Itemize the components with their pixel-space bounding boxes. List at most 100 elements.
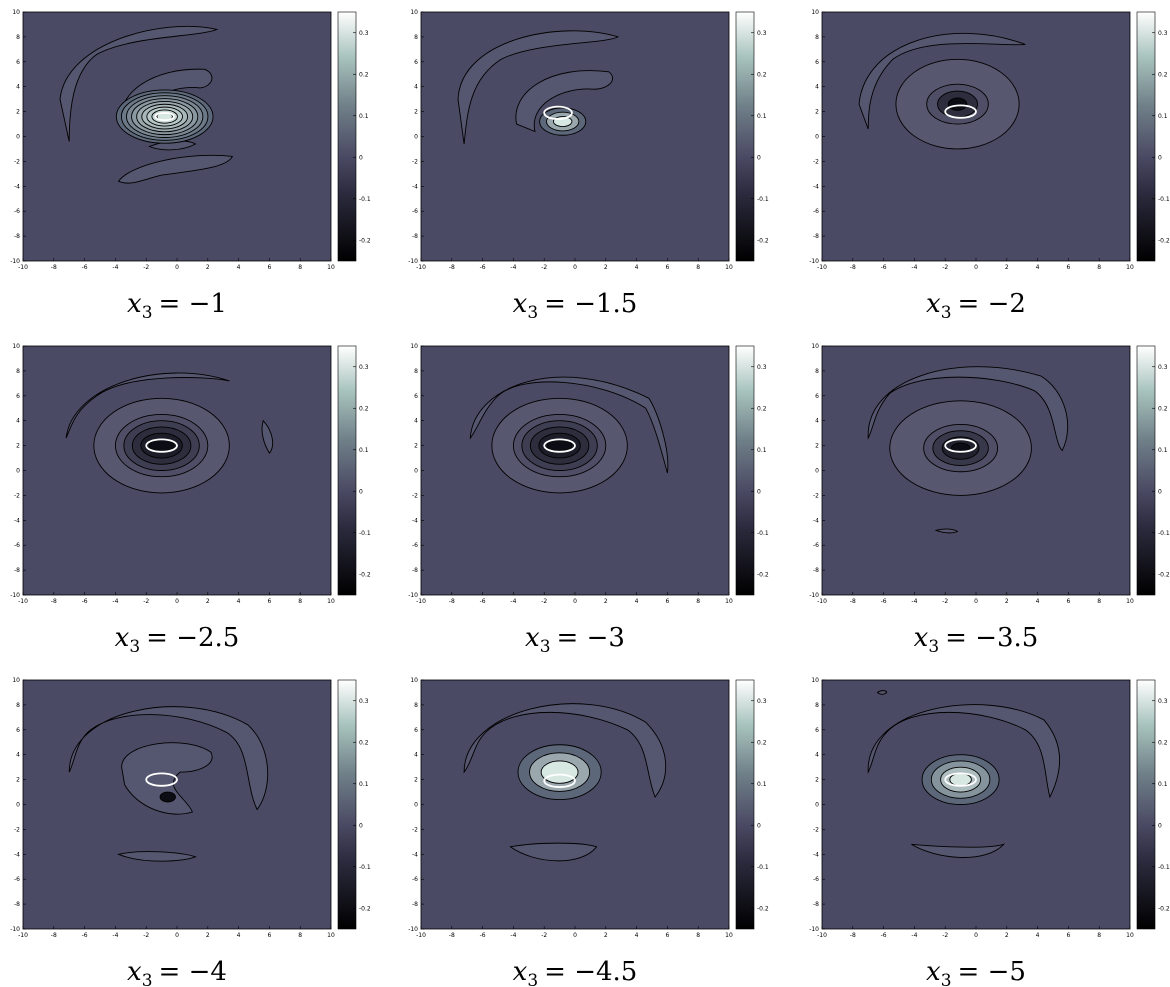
colorbar-tick-label: 0.2 [757,405,767,412]
y-tick-label: -4 [813,183,819,190]
panel-caption: x3 = −3.5 [914,623,1039,657]
contour-arc [911,843,1006,858]
colorbar [735,11,755,262]
y-tick-label: 4 [815,418,819,425]
contour-panel: -10 -8 -6 -4 -2 0 2 4 6 8 10 10 8 6 4 2 0 -2 -4 -6 -8 -10 0.3 0… [10,343,371,657]
x-tick-label: 4 [237,598,241,605]
colorbar-tick-label: -0.1 [757,196,769,203]
x-tick-label: -2 [143,264,149,271]
colorbar-tick-label: -0.2 [757,237,769,244]
colorbar-tick-label: 0 [757,154,761,161]
y-tick-label: 8 [414,702,418,709]
panel-caption: x3 = −2.5 [115,623,240,657]
x-tick-label: 10 [725,598,733,605]
colorbar-tick-label: 0.3 [757,30,767,37]
x-tick-label: 0 [175,264,179,271]
contour-arc [515,70,613,133]
y-tick-label: -6 [813,876,819,883]
y-tick-label: -8 [412,567,418,574]
x-tick-label: -8 [51,598,57,605]
contour-ring [949,772,972,787]
y-tick-label: 2 [414,777,418,784]
x-tick-label: 8 [298,932,302,939]
y-tick-label: -4 [412,851,418,858]
colorbar [1136,679,1156,930]
y-tick-label: -8 [412,233,418,240]
y-tick-label: -6 [412,876,418,883]
y-tick-label: -10 [809,926,819,933]
x-tick-label: -10 [18,932,28,939]
y-tick-label: 2 [414,443,418,450]
contour-panel: -10 -8 -6 -4 -2 0 2 4 6 8 10 10 8 6 4 2 0 -2 -4 -6 -8 -10 0.3 0… [408,677,769,987]
y-tick-label: 2 [16,109,20,116]
y-tick-label: 10 [811,677,819,684]
y-tick-label: -10 [809,258,819,265]
y-tick-label: 4 [16,418,20,425]
x-tick-label: 6 [267,264,271,271]
x-tick-label: 4 [635,932,639,939]
y-tick-label: 6 [815,393,819,400]
y-tick-label: -6 [14,542,20,549]
contour-arc [463,703,667,798]
contour-arc [59,26,219,142]
contour-arc [876,690,888,695]
contour-ring [540,760,579,784]
colorbar-tick-label: -0.1 [359,864,371,871]
colorbar-tick-label: 0.2 [359,71,369,78]
caption-subscript: 3 [527,971,538,987]
colorbar-tick-label: 0.1 [359,447,369,454]
caption-subscript: 3 [129,637,140,657]
caption-variable: x [115,623,130,653]
x-tick-label: -4 [911,932,917,939]
y-tick-label: 0 [815,802,819,809]
x-tick-label: 6 [1066,264,1070,271]
colorbar-tick-label: -0.1 [757,530,769,537]
colorbar-tick-label: 0.1 [359,781,369,788]
colorbar-tick-label: 0.1 [757,781,767,788]
caption-variable: x [926,289,941,319]
colorbar [1136,11,1156,262]
caption-variable: x [127,289,142,319]
y-tick-label: 10 [410,343,418,350]
caption-variable: x [914,623,929,653]
y-tick-label: 2 [815,443,819,450]
x-tick-label: -6 [881,598,887,605]
x-tick-label: -4 [510,598,516,605]
colorbar-tick-label: -0.2 [359,571,371,578]
y-tick-label: 0 [16,468,20,475]
contour-arc [261,419,274,454]
x-tick-label: 2 [604,598,608,605]
y-tick-label: -2 [412,158,418,165]
y-tick-label: -10 [809,592,819,599]
y-tick-label: -2 [813,826,819,833]
caption-subscript: 3 [142,971,153,987]
x-tick-label: -10 [817,932,827,939]
colorbar-tick-label: 0 [359,822,363,829]
contour-panel: -10 -8 -6 -4 -2 0 2 4 6 8 10 10 8 6 4 2 0 -2 -4 -6 -8 -10 0.3 0… [408,9,769,323]
y-tick-label: -10 [408,926,418,933]
y-tick-label: 8 [16,34,20,41]
y-tick-label: 0 [414,802,418,809]
colorbar-tick-label: -0.2 [1158,237,1170,244]
x-tick-label: 6 [267,598,271,605]
panel-caption: x3 = −2 [926,289,1026,323]
colorbar-tick-label: 0 [757,822,761,829]
x-tick-label: 0 [175,598,179,605]
panel-caption: x3 = −4 [127,957,227,987]
x-tick-label: 2 [206,598,210,605]
x-tick-label: -10 [817,264,827,271]
colorbar-tick-label: 0.3 [757,364,767,371]
x-tick-label: -8 [850,932,856,939]
y-tick-label: 10 [12,343,20,350]
colorbar-tick-label: -0.2 [359,905,371,912]
y-tick-label: -8 [14,901,20,908]
colorbar-tick-label: -0.1 [359,530,371,537]
y-tick-label: 0 [16,802,20,809]
x-tick-label: 10 [1126,264,1134,271]
x-tick-label: 10 [1126,598,1134,605]
panel-caption: x3 = −4.5 [513,957,638,987]
contour-panel: -10 -8 -6 -4 -2 0 2 4 6 8 10 10 8 6 4 2 0 -2 -4 -6 -8 -10 0.3 0… [809,343,1170,657]
y-tick-label: -4 [14,851,20,858]
caption-subscript: 3 [527,303,538,323]
panel-caption: x3 = −5 [926,957,1026,987]
